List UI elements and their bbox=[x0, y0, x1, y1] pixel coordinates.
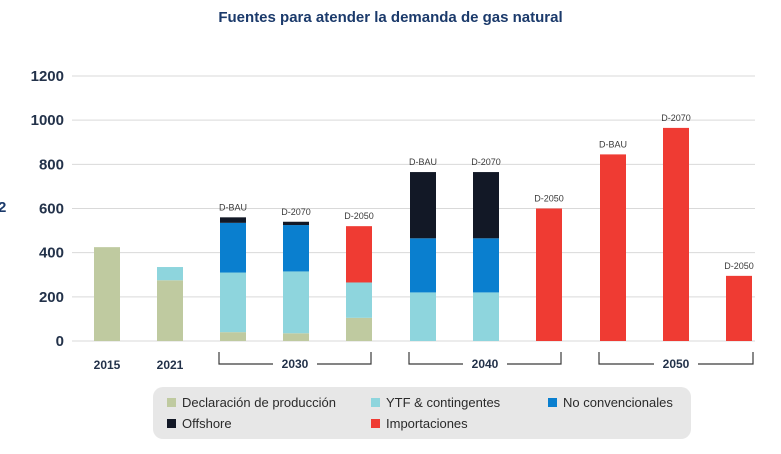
bar-segment-ytf-contingentes bbox=[220, 272, 246, 333]
y-tick-label: 400 bbox=[39, 245, 64, 262]
bar-segment-no-convencionales bbox=[220, 222, 246, 273]
group-bracket-left bbox=[218, 352, 273, 365]
legend-item: Declaración de producción bbox=[167, 395, 336, 410]
bar-segment-ytf-contingentes bbox=[157, 267, 183, 281]
legend-label: Offshore bbox=[182, 416, 232, 431]
y-axis-label-fragment: 2 bbox=[0, 199, 6, 216]
x-group-label: 2050 bbox=[663, 357, 690, 371]
legend-label: No convencionales bbox=[563, 395, 673, 410]
y-tick-label: 0 bbox=[56, 333, 64, 350]
bar-segment-ytf-contingentes bbox=[410, 292, 436, 341]
bar-segment-ytf-contingentes bbox=[346, 282, 372, 318]
bar-segment-importaciones bbox=[663, 127, 689, 341]
legend-item: No convencionales bbox=[548, 395, 673, 410]
legend: Declaración de producción YTF & contingen… bbox=[153, 387, 691, 439]
legend-swatch bbox=[167, 398, 176, 407]
group-bracket-right bbox=[698, 352, 754, 365]
legend-item: YTF & contingentes bbox=[371, 395, 500, 410]
bar-segment-declaraci-n-de-producci-n bbox=[220, 332, 246, 341]
bar-segment-declaraci-n-de-producci-n bbox=[346, 317, 372, 341]
x-group-label: 2040 bbox=[472, 357, 499, 371]
bar-segment-declaraci-n-de-producci-n bbox=[157, 280, 183, 341]
bar-segment-importaciones bbox=[726, 275, 752, 341]
bar-segment-offshore bbox=[220, 217, 246, 223]
bar-segment-no-convencionales bbox=[283, 225, 309, 272]
group-bracket-right bbox=[317, 352, 372, 365]
bar-scenario-label: D-BAU bbox=[599, 139, 627, 149]
bar-segment-declaraci-n-de-producci-n bbox=[94, 247, 120, 341]
y-tick-label: 1200 bbox=[31, 68, 64, 85]
bar-scenario-label: D-BAU bbox=[219, 202, 247, 212]
bar-segment-ytf-contingentes bbox=[473, 292, 499, 341]
bar-scenario-label: D-2050 bbox=[534, 194, 564, 204]
y-tick-label: 200 bbox=[39, 289, 64, 306]
legend-swatch bbox=[167, 419, 176, 428]
group-bracket-right bbox=[507, 352, 562, 365]
chart-title: Fuentes para atender la demanda de gas n… bbox=[218, 9, 563, 26]
legend-label: Declaración de producción bbox=[182, 395, 336, 410]
legend-label: Importaciones bbox=[386, 416, 468, 431]
x-group-label: 2030 bbox=[282, 357, 309, 371]
bar-segment-no-convencionales bbox=[473, 238, 499, 293]
legend-item: Importaciones bbox=[371, 416, 468, 431]
bar-scenario-label: D-2070 bbox=[661, 113, 691, 123]
bar-segment-offshore bbox=[283, 221, 309, 226]
x-group-label: 2021 bbox=[157, 358, 184, 372]
chart-plot: 0 200 400 600 800 1000 1200 2 D-BAU D-2070 D-2050 D… bbox=[0, 68, 755, 372]
group-bracket-left bbox=[408, 352, 463, 365]
legend-item: Offshore bbox=[167, 416, 232, 431]
bar-scenario-label: D-BAU bbox=[409, 157, 437, 167]
bar-scenario-label: D-2050 bbox=[724, 261, 754, 271]
legend-label: YTF & contingentes bbox=[386, 395, 501, 410]
bar-segment-offshore bbox=[473, 172, 499, 239]
y-tick-label: 600 bbox=[39, 201, 64, 218]
legend-swatch bbox=[371, 398, 380, 407]
legend-swatch bbox=[548, 398, 557, 407]
y-tick-label: 800 bbox=[39, 156, 64, 173]
bar-segment-importaciones bbox=[600, 154, 626, 341]
y-tick-label: 1000 bbox=[31, 112, 64, 129]
bar-segment-ytf-contingentes bbox=[283, 271, 309, 334]
bar-scenario-label: D-2070 bbox=[471, 157, 501, 167]
bar-segment-importaciones bbox=[536, 208, 562, 341]
legend-swatch bbox=[371, 419, 380, 428]
bar-scenario-label: D-2070 bbox=[281, 207, 311, 217]
group-bracket-left bbox=[598, 352, 654, 365]
bar-segment-no-convencionales bbox=[410, 238, 436, 293]
x-group-label: 2015 bbox=[94, 358, 121, 372]
bar-segment-declaraci-n-de-producci-n bbox=[283, 333, 309, 341]
bar-segment-offshore bbox=[410, 172, 436, 239]
bar-segment-importaciones bbox=[346, 226, 372, 283]
bar-scenario-label: D-2050 bbox=[344, 211, 374, 221]
